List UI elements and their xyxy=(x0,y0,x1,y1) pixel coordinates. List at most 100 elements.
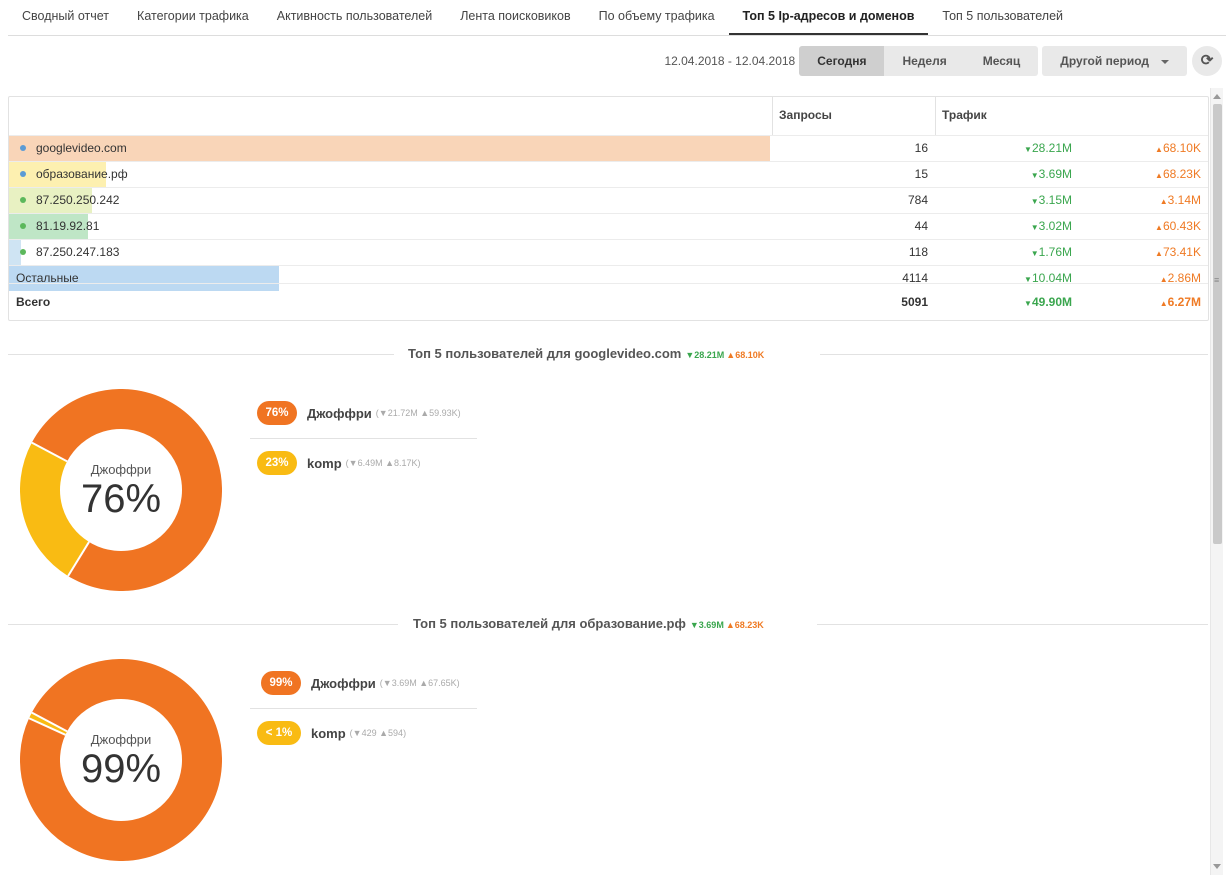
section-upload: ▲68.10K xyxy=(726,350,765,360)
section-upload: ▲68.23K xyxy=(725,620,764,630)
vertical-scrollbar[interactable]: ≡ xyxy=(1210,88,1223,875)
table-row[interactable]: googlevideo.com 16 ▼28.21M ▲68.10K xyxy=(9,135,1208,161)
donut-center-percent: 76% xyxy=(80,477,162,521)
row-requests: 44 xyxy=(914,219,928,233)
other-period-dropdown[interactable]: Другой период xyxy=(1042,46,1187,76)
slice-separator xyxy=(31,441,68,463)
arrow-down-icon: ▼ xyxy=(1030,197,1039,206)
donut-center-name: Джоффри xyxy=(90,462,152,477)
row-requests: 118 xyxy=(908,245,928,259)
row-upload: ▲2.86M xyxy=(1159,271,1201,285)
week-button[interactable]: Неделя xyxy=(884,46,965,76)
row-name: 87.250.247.183 xyxy=(36,245,120,259)
table-row-others[interactable]: Остальные 4114 ▼10.04M ▲2.86M xyxy=(9,265,1208,291)
row-requests: 784 xyxy=(907,193,928,207)
percent-badge: 99% xyxy=(261,671,301,695)
table-row-total: Всего 5091 ▼49.90M ▲6.27M xyxy=(9,283,1208,319)
refresh-icon[interactable]: ⟳ xyxy=(1192,46,1222,76)
grip-icon: ≡ xyxy=(1214,275,1220,285)
row-download: ▼49.90M xyxy=(1024,295,1072,309)
tab-traffic-categories[interactable]: Категории трафика xyxy=(137,9,249,23)
section-title: Топ 5 пользователей для образование.рф ▼3… xyxy=(413,616,764,631)
section-divider xyxy=(820,354,1208,355)
table-row[interactable]: образование.рф 15 ▼3.69M ▲68.23K xyxy=(9,161,1208,187)
donut-center-label: Джоффри 76% xyxy=(20,462,222,522)
section-divider xyxy=(8,354,394,355)
section-divider xyxy=(8,624,398,625)
row-requests: 15 xyxy=(914,167,928,181)
row-download: ▼10.04M xyxy=(1024,271,1072,285)
share-bar xyxy=(9,266,279,291)
percent-badge: 23% xyxy=(257,451,297,475)
legend-item[interactable]: 99% Джоффри (▼3.69M ▲67.65K) xyxy=(261,670,460,696)
tab-user-activity[interactable]: Активность пользователей xyxy=(276,9,433,23)
scroll-up-icon[interactable] xyxy=(1213,94,1221,99)
row-name: 81.19.92.81 xyxy=(36,219,100,233)
status-dot-icon xyxy=(20,197,26,203)
top-domains-table: Запросы Трафик googlevideo.com 16 ▼28.21… xyxy=(8,96,1209,321)
legend-item[interactable]: 23% komp (▼6.49M ▲8.17K) xyxy=(257,450,421,476)
row-upload: ▲68.23K xyxy=(1155,167,1201,181)
scroll-down-icon[interactable] xyxy=(1213,864,1221,869)
month-button[interactable]: Месяц xyxy=(964,46,1039,76)
donut-center-name: Джоффри xyxy=(90,732,152,747)
table-row[interactable]: 81.19.92.81 44 ▼3.02M ▲60.43K xyxy=(9,213,1208,239)
row-download: ▼1.76M xyxy=(1030,245,1072,259)
row-name: 87.250.250.242 xyxy=(36,193,120,207)
row-name: googlevideo.com xyxy=(36,141,127,155)
tab-summary-report[interactable]: Сводный отчет xyxy=(22,9,110,23)
arrow-up-icon: ▲ xyxy=(1159,299,1168,308)
legend-user-name: Джоффри xyxy=(307,405,372,421)
row-requests: 4114 xyxy=(902,271,928,285)
legend-item[interactable]: < 1% komp (▼429 ▲594) xyxy=(257,720,406,746)
table-row[interactable]: 87.250.250.242 784 ▼3.15M ▲3.14M xyxy=(9,187,1208,213)
slice-separator xyxy=(31,711,68,733)
legend-stats: (▼6.49M ▲8.17K) xyxy=(345,458,421,468)
legend-user-name: komp xyxy=(307,455,342,471)
arrow-up-icon: ▲ xyxy=(1155,249,1163,258)
row-upload: ▲73.41K xyxy=(1155,245,1201,259)
arrow-down-icon: ▼ xyxy=(1024,275,1032,284)
row-name: Остальные xyxy=(16,271,79,285)
arrow-down-icon: ▼ xyxy=(1024,145,1032,154)
legend-separator xyxy=(250,708,477,709)
arrow-down-icon: ▼ xyxy=(1030,171,1039,180)
section-download: ▼28.21M xyxy=(685,350,725,360)
arrow-up-icon: ▲ xyxy=(1159,275,1168,284)
row-name: образование.рф xyxy=(36,167,128,181)
arrow-up-icon: ▲ xyxy=(1155,223,1163,232)
tab-by-traffic-volume[interactable]: По объему трафика xyxy=(598,9,715,23)
column-divider xyxy=(772,97,773,135)
row-requests: 16 xyxy=(914,141,928,155)
legend-user-name: Джоффри xyxy=(311,675,376,691)
arrow-up-icon: ▲ xyxy=(1155,171,1163,180)
other-period-label: Другой период xyxy=(1060,54,1149,68)
legend-stats: (▼429 ▲594) xyxy=(349,728,407,738)
share-bar xyxy=(9,240,21,265)
period-button-group: Сегодня Неделя Месяц xyxy=(799,46,1039,76)
percent-badge: < 1% xyxy=(257,721,301,745)
row-upload: ▲3.14M xyxy=(1159,193,1201,207)
legend-stats: (▼21.72M ▲59.93K) xyxy=(375,408,461,418)
donut-center-percent: 99% xyxy=(80,747,162,791)
arrow-down-icon: ▼ xyxy=(1024,299,1032,308)
today-button[interactable]: Сегодня xyxy=(799,46,885,76)
tab-search-feed[interactable]: Лента поисковиков xyxy=(460,9,571,23)
legend-item[interactable]: 76% Джоффри (▼21.72M ▲59.93K) xyxy=(257,400,461,426)
legend-stats: (▼3.69M ▲67.65K) xyxy=(379,678,460,688)
donut-chart xyxy=(20,389,222,591)
tab-top5-users[interactable]: Топ 5 пользователей xyxy=(942,9,1064,23)
tab-bar: Сводный отчет Категории трафика Активнос… xyxy=(8,0,1226,36)
share-bar xyxy=(9,136,770,161)
scrollbar-thumb[interactable] xyxy=(1213,104,1222,544)
row-download: ▼3.02M xyxy=(1030,219,1072,233)
legend-separator xyxy=(250,438,477,439)
table-row[interactable]: 87.250.247.183 118 ▼1.76M ▲73.41K xyxy=(9,239,1208,265)
date-range: 12.04.2018 - 12.04.2018 xyxy=(664,54,796,68)
tab-top5-ip-domains[interactable]: Топ 5 Ip-адресов и доменов xyxy=(728,0,929,35)
status-dot-icon xyxy=(20,145,26,151)
row-upload: ▲60.43K xyxy=(1155,219,1201,233)
row-download: ▼28.21M xyxy=(1024,141,1072,155)
arrow-down-icon: ▼ xyxy=(1030,223,1039,232)
column-divider xyxy=(935,97,936,135)
